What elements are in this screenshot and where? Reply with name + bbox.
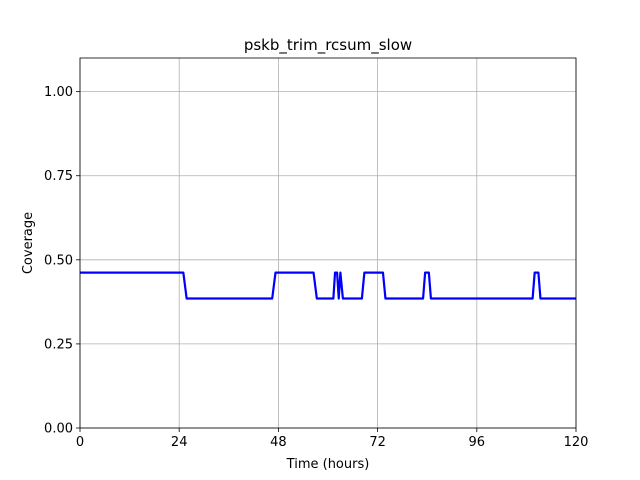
grid-lines	[79, 58, 577, 429]
series-layer	[80, 271, 576, 300]
plot-frame	[79, 57, 577, 429]
y-axis-label: Coverage	[21, 212, 36, 274]
y-tick-label: 0.00	[44, 422, 73, 437]
y-tick-label: 0.25	[44, 337, 73, 352]
axis-ticks: 0 24 48 72 96 120 0.00 0.25 0.50 0.75 1.00	[44, 85, 588, 450]
x-tick-label: 24	[171, 435, 188, 450]
plot-area-background	[80, 58, 576, 428]
x-tick-label: 48	[270, 435, 287, 450]
chart-title: pskb_trim_rcsum_slow	[244, 36, 412, 55]
x-tick-label: 0	[76, 435, 84, 450]
y-tick-label: 1.00	[44, 85, 73, 100]
x-tick-label: 96	[469, 435, 486, 450]
x-tick-label: 72	[369, 435, 386, 450]
y-tick-label: 0.50	[44, 253, 73, 268]
y-tick-label: 0.75	[44, 169, 73, 184]
x-tick-label: 120	[564, 435, 589, 450]
coverage-series-line	[80, 271, 576, 300]
x-axis-label: Time (hours)	[286, 457, 370, 472]
